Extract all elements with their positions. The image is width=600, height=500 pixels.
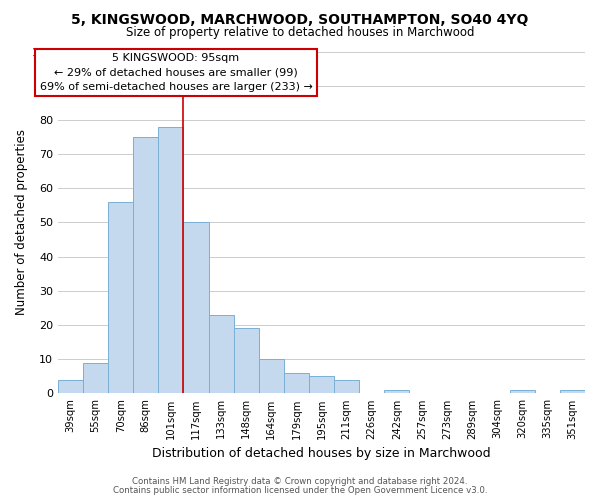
Bar (334, 380, 359, 394)
Text: 5 KINGSWOOD: 95sqm
← 29% of detached houses are smaller (99)
69% of semi-detache: 5 KINGSWOOD: 95sqm ← 29% of detached hou… (40, 53, 313, 92)
Bar (309, 376, 334, 394)
Bar (158, 126, 184, 394)
Bar (133, 137, 158, 394)
Bar (384, 390, 409, 394)
Bar (108, 202, 133, 394)
Bar (259, 359, 284, 394)
Text: Contains public sector information licensed under the Open Government Licence v3: Contains public sector information licen… (113, 486, 487, 495)
Bar (209, 315, 233, 394)
Bar (233, 328, 259, 394)
Text: 5, KINGSWOOD, MARCHWOOD, SOUTHAMPTON, SO40 4YQ: 5, KINGSWOOD, MARCHWOOD, SOUTHAMPTON, SO… (71, 12, 529, 26)
Text: Size of property relative to detached houses in Marchwood: Size of property relative to detached ho… (126, 26, 474, 39)
X-axis label: Distribution of detached houses by size in Marchwood: Distribution of detached houses by size … (152, 447, 491, 460)
Bar (510, 390, 535, 394)
Y-axis label: Number of detached properties: Number of detached properties (15, 130, 28, 316)
Text: Contains HM Land Registry data © Crown copyright and database right 2024.: Contains HM Land Registry data © Crown c… (132, 477, 468, 486)
Bar (560, 390, 585, 394)
Bar (284, 373, 309, 394)
Bar (83, 362, 108, 394)
Bar (184, 222, 209, 394)
Bar (58, 380, 83, 394)
